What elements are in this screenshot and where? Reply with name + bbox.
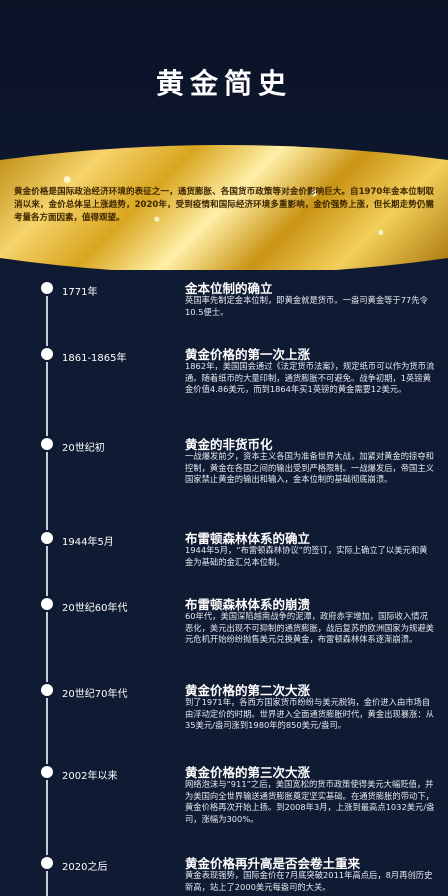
entry-title: 布雷顿森林体系的确立 xyxy=(185,531,311,546)
timeline-line xyxy=(46,282,48,896)
intro-text: 黄金价格是国际政治经济环境的表征之一，通货膨胀、各国货币政策等对金价影响巨大。自… xyxy=(14,187,434,223)
entry-title: 金本位制的确立 xyxy=(185,281,273,296)
entry-date: 1861-1865年 xyxy=(62,353,127,364)
entry-date: 20世纪60年代 xyxy=(62,603,128,614)
entry-title: 黄金价格的第一次上涨 xyxy=(185,347,311,362)
timeline-dot xyxy=(41,438,53,450)
entry-title: 布雷顿森林体系的崩溃 xyxy=(185,597,311,612)
entry-desc: 网络泡沫与“911”之后，美国宽松的货币政策使得美元大幅贬值，并为美国向全世界输… xyxy=(185,779,435,824)
gold-texture-band xyxy=(0,140,448,270)
entry-date: 1771年 xyxy=(62,287,98,298)
timeline-dot xyxy=(41,766,53,778)
entry-title: 黄金价格的第三次大涨 xyxy=(185,765,311,780)
entry-title: 黄金价格的第二次大涨 xyxy=(185,683,311,698)
entry-date: 20世纪初 xyxy=(62,443,105,454)
entry-desc: 黄金表现强势，国际金价在7月底突破2011年高点后，8月再创历史新高，站上了20… xyxy=(185,870,433,892)
timeline-dot xyxy=(41,857,53,869)
entry-desc: 1944年5月，“布雷顿森林协议”的签订，实际上确立了以美元和黄金为基础的金汇兑… xyxy=(185,545,428,567)
entry-desc: 60年代，美国深陷越南战争的泥潭，政府赤字增加，国际收入情况恶化，美元出现不可抑… xyxy=(185,611,434,644)
timeline-dot xyxy=(41,532,53,544)
timeline-dot xyxy=(41,684,53,696)
hero-header: 黄金简史 黄金价格是国际政治经济环境的表征之一，通货膨胀、各国货币政策等对金价影… xyxy=(0,0,448,270)
entry-desc: 英国率先制定金本位制，即黄金就是货币。一盎司黄金等于77先令10.5便士。 xyxy=(185,295,428,317)
timeline-dot xyxy=(41,282,53,294)
entry-date: 20世纪70年代 xyxy=(62,689,128,700)
entry-title: 黄金的非货币化 xyxy=(185,437,273,452)
entry-date: 1944年5月 xyxy=(62,537,114,548)
page-title: 黄金简史 xyxy=(155,67,292,100)
entry-date: 2002年以来 xyxy=(62,771,118,782)
entry-desc: 一战爆发前夕，资本主义各国为准备世界大战，加紧对黄金的掠夺和控制，黄金在各国之间… xyxy=(185,451,434,484)
timeline-dot xyxy=(41,598,53,610)
entry-date: 2020之后 xyxy=(62,862,108,873)
entry-desc: 1862年，美国国会通过《法定货币法案》，规定纸币可以作为货币流通。随着纸币的大… xyxy=(185,361,435,394)
entry-desc: 到了1971年，各西方国家货币纷纷与美元脱钩，金价进入由市场自由浮动定价的时期。… xyxy=(185,697,434,730)
entry-title: 黄金价格再升高是否会卷土重来 xyxy=(185,856,361,871)
timeline-dot xyxy=(41,348,53,360)
